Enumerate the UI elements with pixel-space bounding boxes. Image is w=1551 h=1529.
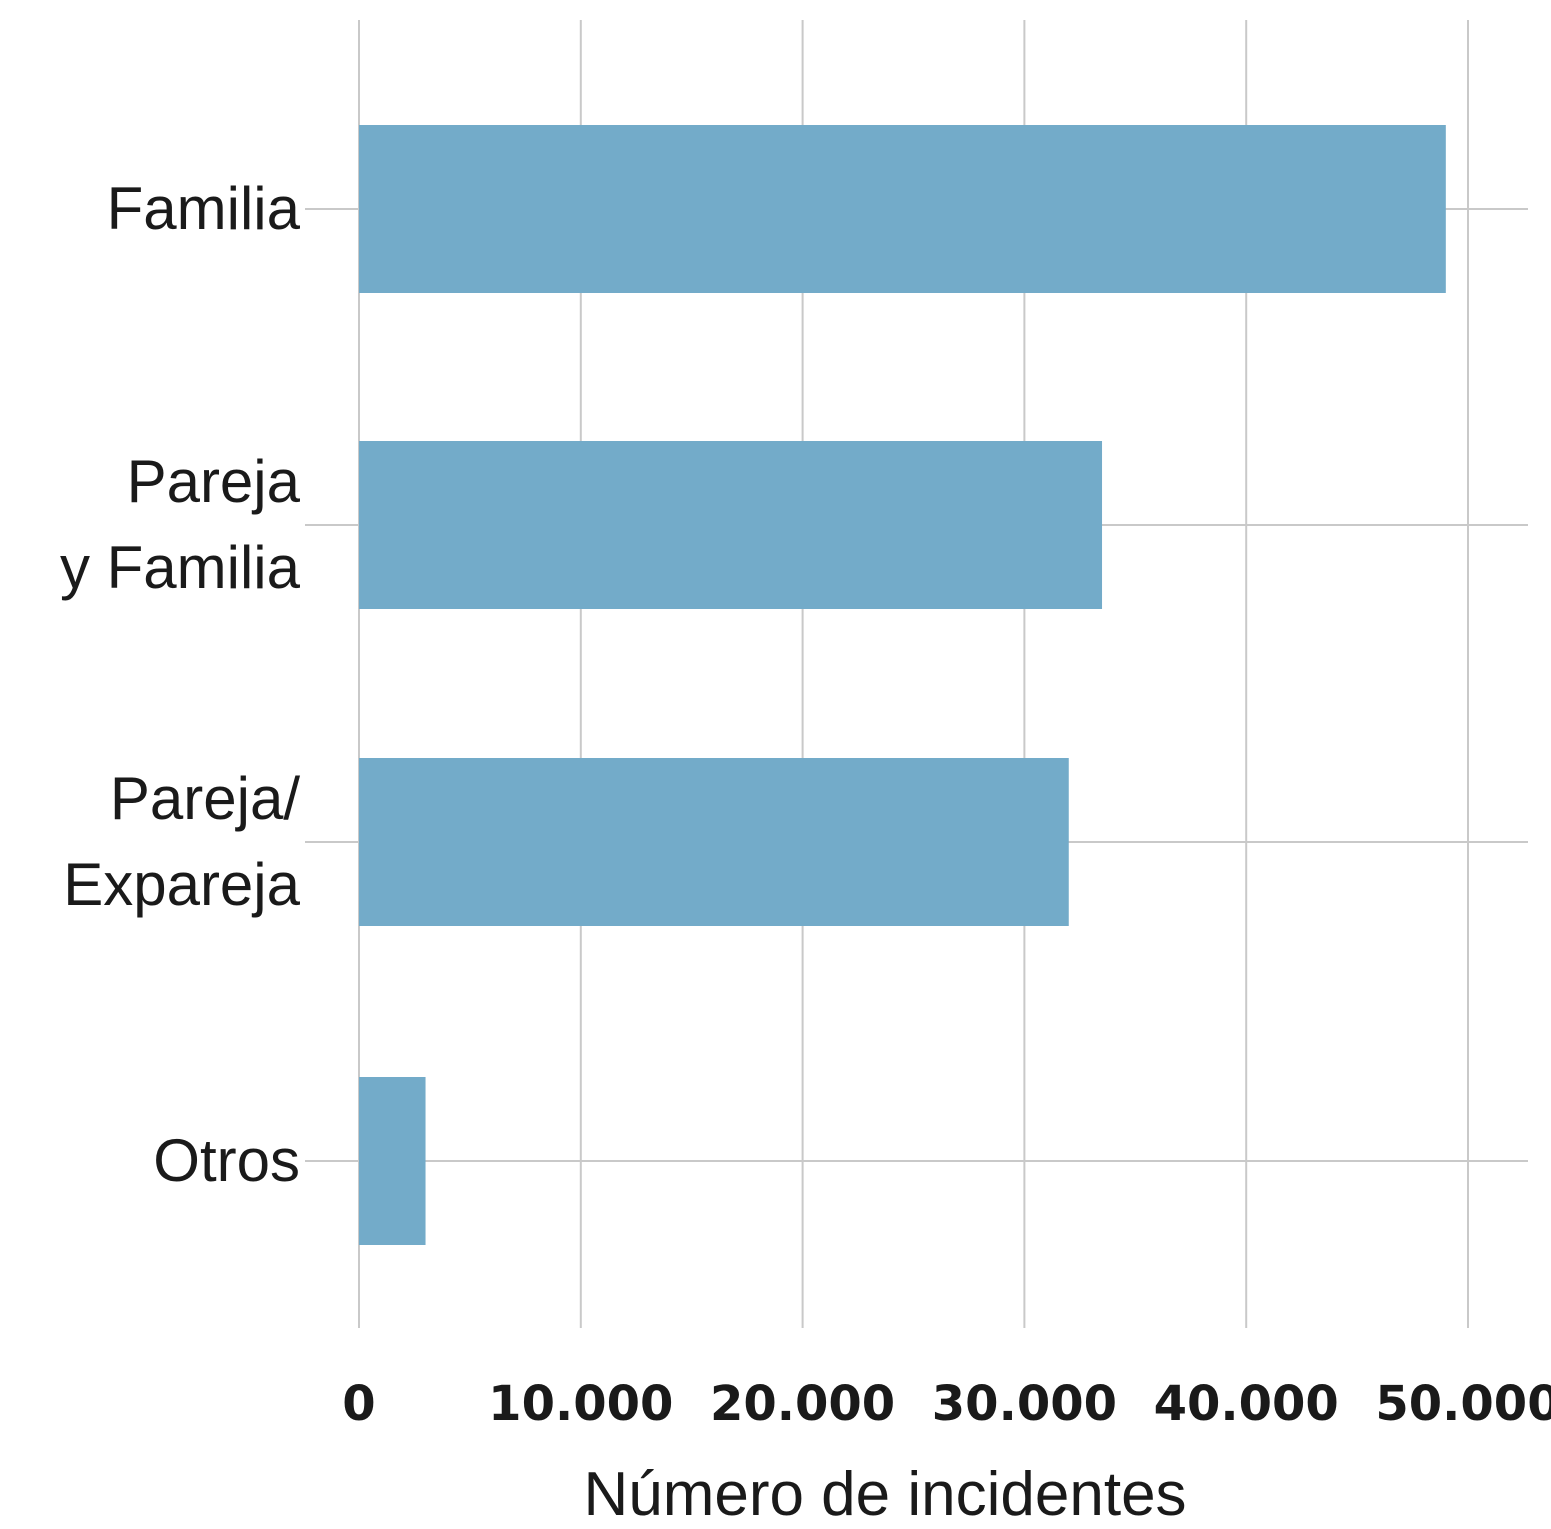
category-label: Expareja [63, 851, 300, 918]
bar [359, 1077, 426, 1245]
x-tick-label: 10.000 [488, 1376, 673, 1432]
category-label: Pareja [127, 448, 301, 515]
bar-layer [359, 125, 1446, 1245]
bar [359, 125, 1446, 293]
category-label: Otros [153, 1127, 300, 1194]
x-axis-title: Número de incidentes [583, 1460, 1186, 1529]
x-tick-label: 20.000 [710, 1376, 895, 1432]
x-tick-label: 0 [342, 1376, 375, 1432]
tick-label-layer: 0 10.000 20.000 30.000 40.000 50.000 [342, 1376, 1551, 1432]
category-label: Familia [107, 175, 301, 242]
bar [359, 758, 1069, 926]
category-label: Pareja/ [110, 765, 300, 832]
category-label: y Familia [60, 534, 301, 601]
category-label-layer: Familia Pareja y Familia Pareja/Expareja Otr… [60, 175, 301, 1194]
x-tick-label: 50.000 [1375, 1376, 1551, 1432]
x-tick-label: 40.000 [1154, 1376, 1339, 1432]
bar [359, 441, 1103, 609]
x-tick-label: 30.000 [932, 1376, 1117, 1432]
